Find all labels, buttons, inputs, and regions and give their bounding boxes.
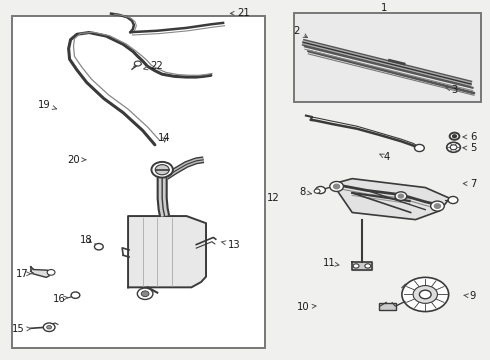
Circle shape bbox=[334, 184, 340, 189]
Circle shape bbox=[316, 186, 325, 194]
Polygon shape bbox=[352, 262, 372, 270]
Polygon shape bbox=[33, 270, 49, 277]
Text: 22: 22 bbox=[144, 61, 163, 71]
Text: 3: 3 bbox=[446, 85, 458, 95]
Bar bbox=[294, 13, 481, 102]
Circle shape bbox=[137, 288, 153, 300]
Circle shape bbox=[419, 290, 431, 299]
Circle shape bbox=[134, 61, 141, 66]
Circle shape bbox=[415, 144, 424, 152]
Text: 12: 12 bbox=[267, 193, 280, 203]
Text: 16: 16 bbox=[52, 294, 68, 304]
Circle shape bbox=[413, 285, 438, 303]
Text: 21: 21 bbox=[230, 8, 250, 18]
Text: 5: 5 bbox=[463, 143, 476, 153]
Circle shape bbox=[450, 133, 460, 140]
Circle shape bbox=[141, 291, 149, 297]
Circle shape bbox=[402, 277, 449, 311]
Circle shape bbox=[365, 264, 371, 268]
Circle shape bbox=[151, 162, 173, 177]
Circle shape bbox=[395, 192, 407, 201]
Bar bbox=[379, 303, 396, 310]
Circle shape bbox=[453, 135, 457, 138]
Circle shape bbox=[450, 145, 457, 150]
Text: 20: 20 bbox=[67, 155, 86, 165]
Text: 13: 13 bbox=[221, 239, 241, 249]
Circle shape bbox=[398, 194, 404, 198]
Circle shape bbox=[447, 142, 460, 152]
Circle shape bbox=[43, 323, 55, 332]
Circle shape bbox=[353, 264, 359, 268]
Circle shape bbox=[47, 270, 55, 275]
Text: 7: 7 bbox=[463, 179, 476, 189]
Text: 8: 8 bbox=[299, 187, 312, 197]
Bar bbox=[12, 17, 266, 348]
Circle shape bbox=[434, 204, 441, 208]
Text: 14: 14 bbox=[158, 133, 171, 143]
Text: 1: 1 bbox=[381, 3, 387, 13]
Circle shape bbox=[155, 165, 169, 175]
Text: 15: 15 bbox=[12, 324, 31, 334]
Circle shape bbox=[95, 243, 103, 250]
Polygon shape bbox=[333, 179, 450, 220]
Text: 6: 6 bbox=[463, 132, 476, 142]
Polygon shape bbox=[128, 216, 206, 287]
Text: 4: 4 bbox=[380, 152, 390, 162]
Circle shape bbox=[71, 292, 80, 298]
Text: 18: 18 bbox=[80, 235, 93, 245]
Text: 11: 11 bbox=[322, 258, 339, 268]
Text: 17: 17 bbox=[16, 269, 31, 279]
Circle shape bbox=[330, 181, 343, 192]
Circle shape bbox=[314, 189, 320, 193]
Text: 19: 19 bbox=[38, 100, 56, 110]
Text: 2: 2 bbox=[293, 26, 308, 38]
Text: 10: 10 bbox=[297, 302, 316, 312]
Circle shape bbox=[431, 201, 444, 211]
Circle shape bbox=[448, 197, 458, 204]
Text: 9: 9 bbox=[464, 291, 476, 301]
Circle shape bbox=[47, 325, 51, 329]
